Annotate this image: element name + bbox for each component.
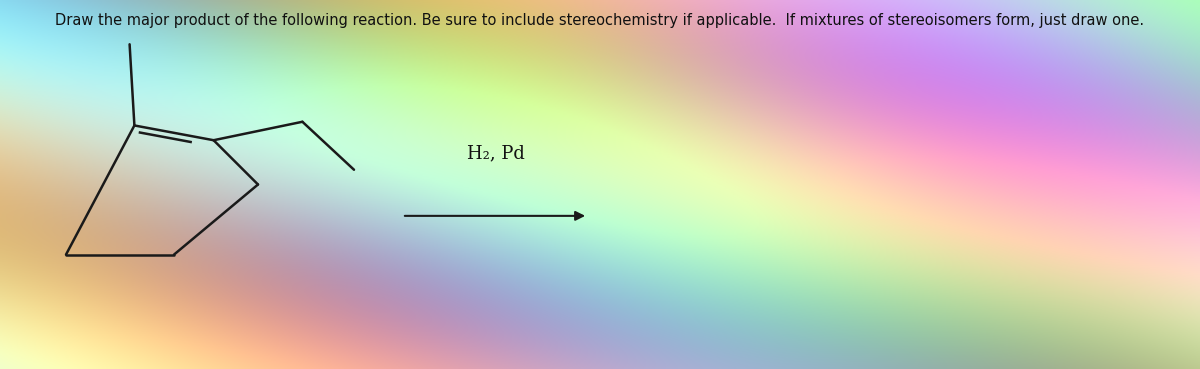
Text: Draw the major product of the following reaction. Be sure to include stereochemi: Draw the major product of the following … <box>55 13 1145 28</box>
Text: H₂, Pd: H₂, Pd <box>467 144 524 162</box>
